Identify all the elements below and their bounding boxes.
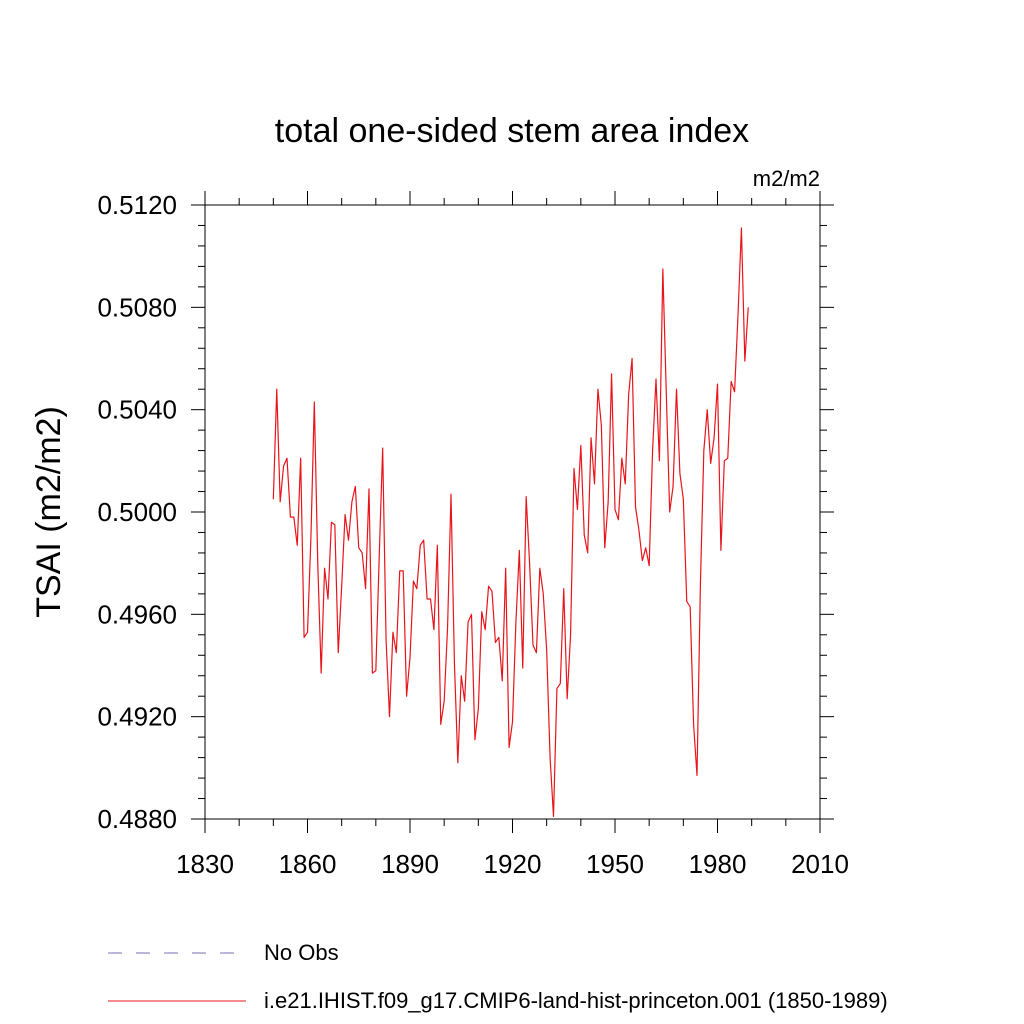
y-tick-labels: 0.4880 0.4920 0.4960 0.5000 0.5040 0.5080 0.51…	[97, 190, 177, 834]
x-tick-labels: 1830 1860 1890 1920 1950 1980 2010	[176, 849, 849, 879]
plot-frame	[204, 204, 821, 820]
x-tick-label: 1950	[586, 849, 644, 879]
chart-title: total one-sided stem area index	[275, 112, 749, 150]
x-tick-label: 1920	[484, 849, 542, 879]
axis-ticks	[191, 191, 834, 833]
x-tick-label: 1860	[279, 849, 337, 879]
y-axis-label: TSAI (m2/m2)	[30, 406, 68, 618]
legend: No Obs i.e21.IHIST.f09_g17.CMIP6-land-hi…	[108, 940, 888, 1013]
x-tick-label: 2010	[791, 849, 849, 879]
y-tick-label: 0.4960	[97, 599, 177, 629]
series-line-0	[272, 227, 749, 818]
y-tick-label: 0.5120	[97, 190, 177, 220]
y-tick-label: 0.4920	[97, 702, 177, 732]
y-tick-label: 0.5080	[97, 292, 177, 322]
x-tick-label: 1980	[689, 849, 747, 879]
y-tick-label: 0.5040	[97, 395, 177, 425]
y-tick-label: 0.4880	[97, 804, 177, 834]
legend-label-no-obs: No Obs	[264, 940, 339, 965]
series-layer	[272, 227, 749, 818]
x-tick-label: 1890	[381, 849, 439, 879]
x-tick-label: 1830	[176, 849, 234, 879]
units-label: m2/m2	[753, 166, 820, 191]
y-tick-label: 0.5000	[97, 497, 177, 527]
legend-label-model: i.e21.IHIST.f09_g17.CMIP6-land-hist-prin…	[264, 988, 888, 1013]
